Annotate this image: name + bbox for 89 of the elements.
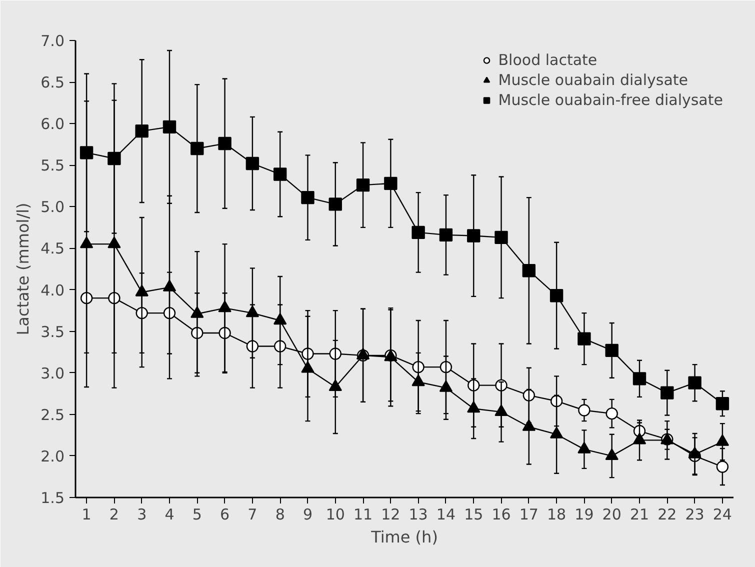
point — [550, 288, 564, 302]
x-tick-label: 23 — [685, 506, 704, 524]
point — [246, 306, 260, 318]
point — [605, 344, 618, 358]
y-axis-title: Lactate (mmol/l) — [14, 202, 33, 336]
point — [688, 446, 702, 458]
x-tick-label: 2 — [109, 506, 119, 524]
x-tick-label: 7 — [248, 506, 258, 524]
x-axis-title: Time (h) — [370, 528, 438, 546]
point — [632, 372, 646, 386]
y-tick-label: 6.5 — [40, 74, 65, 92]
point — [578, 404, 590, 416]
x-tick-label: 21 — [630, 506, 650, 524]
legend-label: Blood lactate — [498, 51, 598, 69]
y-tick-label: 5.5 — [40, 156, 65, 175]
point — [162, 280, 176, 292]
point — [494, 230, 508, 244]
y-tick-label: 7.0 — [40, 32, 65, 50]
point — [328, 198, 342, 211]
y-tick-label: 2.0 — [40, 447, 65, 466]
point — [301, 361, 314, 373]
point — [688, 376, 702, 390]
point — [606, 407, 618, 420]
x-tick-label: 4 — [164, 506, 174, 524]
point — [356, 178, 370, 192]
point — [412, 374, 425, 386]
x-tick-label: 11 — [353, 506, 373, 524]
point — [108, 236, 121, 248]
point — [716, 434, 730, 446]
point — [246, 156, 260, 170]
point — [716, 460, 729, 473]
x-tick-label: 13 — [408, 506, 428, 524]
x-tick-label: 24 — [712, 506, 732, 524]
point — [439, 380, 453, 392]
x-tick-label: 6 — [220, 506, 230, 524]
point — [218, 300, 232, 312]
x-tick-label: 22 — [658, 506, 677, 524]
point — [578, 442, 591, 454]
x-tick-label: 16 — [492, 506, 511, 524]
y-tick-label: 3.0 — [40, 364, 65, 382]
point — [80, 236, 94, 248]
point — [412, 226, 425, 240]
point — [80, 146, 94, 160]
point — [190, 306, 204, 318]
point — [522, 264, 536, 278]
point — [716, 397, 730, 410]
y-tick-label: 4.5 — [40, 240, 65, 258]
point — [522, 419, 536, 431]
point — [578, 332, 591, 346]
x-tick-label: 20 — [602, 506, 622, 524]
x-tick-label: 9 — [302, 506, 313, 524]
point — [467, 229, 480, 242]
point — [605, 448, 618, 460]
x-tick-label: 8 — [275, 506, 285, 524]
x-tick-label: 1 — [82, 506, 92, 524]
legend-label: Muscle ouabain-free dialysate — [498, 91, 723, 109]
point — [218, 136, 232, 150]
y-tick-label: 2.5 — [40, 406, 65, 424]
x-tick-label: 15 — [464, 506, 484, 524]
point — [135, 124, 148, 138]
x-tick-label: 19 — [574, 506, 594, 524]
y-tick-label: 6.0 — [40, 115, 65, 134]
point — [301, 190, 314, 204]
point — [328, 379, 342, 392]
point — [162, 120, 176, 134]
point — [632, 432, 646, 444]
y-tick-label: 5.0 — [40, 198, 65, 216]
x-tick-label: 17 — [519, 506, 538, 524]
point — [190, 142, 204, 156]
x-tick-label: 14 — [436, 506, 456, 524]
y-tick-label: 3.5 — [40, 322, 65, 341]
x-tick-label: 3 — [137, 506, 147, 524]
point — [273, 168, 287, 181]
point — [108, 152, 121, 166]
point — [273, 312, 287, 325]
x-tick-label: 12 — [381, 506, 400, 524]
point — [439, 228, 453, 242]
y-tick-label: 1.5 — [40, 489, 65, 507]
point — [135, 284, 148, 296]
point — [550, 426, 564, 438]
x-tick-label: 10 — [326, 506, 345, 524]
point — [467, 401, 480, 413]
point — [660, 386, 674, 400]
x-tick-label: 5 — [192, 506, 202, 524]
point — [494, 404, 508, 416]
x-tick-label: 18 — [547, 506, 566, 524]
y-tick-label: 4.0 — [40, 281, 65, 300]
legend-label: Muscle ouabain dialysate — [498, 71, 688, 89]
point — [384, 176, 398, 190]
